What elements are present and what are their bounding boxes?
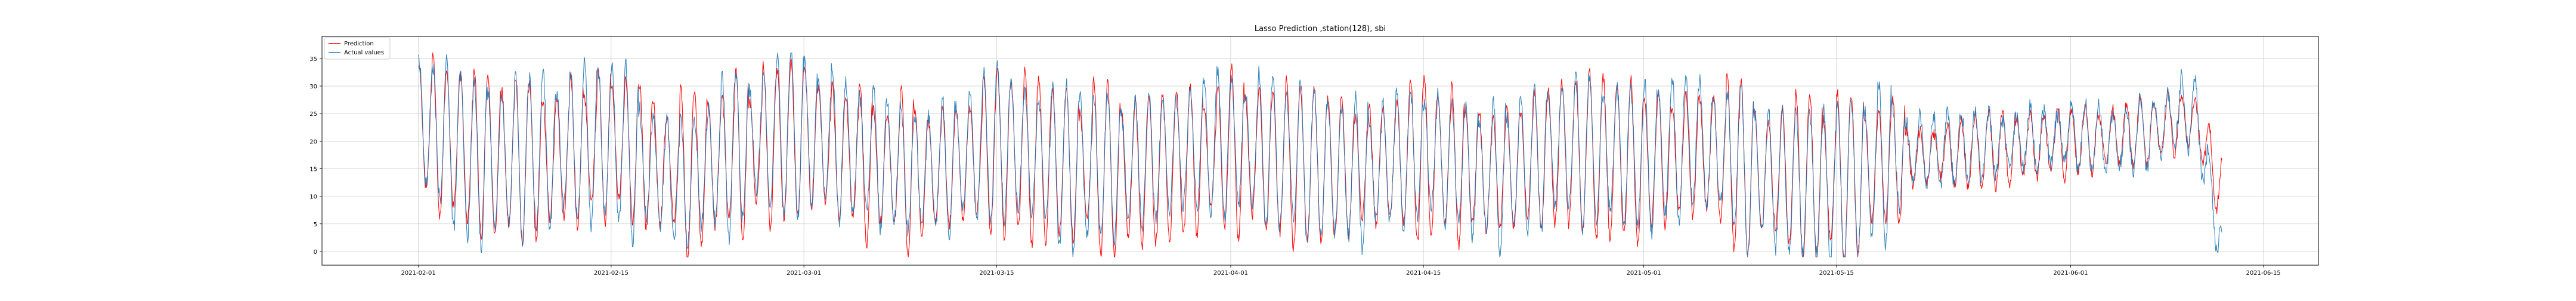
y-tick-label: 30 bbox=[309, 84, 317, 90]
legend-label-prediction: Prediction bbox=[344, 41, 374, 47]
plot-frame bbox=[321, 36, 2319, 266]
x-tick-label: 2021-03-01 bbox=[787, 270, 821, 277]
y-tick-label: 5 bbox=[314, 222, 317, 228]
series-line-actual bbox=[418, 53, 2222, 257]
y-tick-label: 25 bbox=[309, 111, 317, 118]
y-tick-label: 20 bbox=[309, 139, 317, 145]
x-tick-label: 2021-06-01 bbox=[2053, 270, 2088, 277]
x-tick-label: 2021-05-01 bbox=[1627, 270, 1661, 277]
x-tick-label: 2021-04-01 bbox=[1213, 270, 1248, 277]
legend-box bbox=[324, 37, 391, 60]
x-axis: 2021-02-01 2021-02-15 2021-03-01 2021-03-15… bbox=[401, 265, 2281, 277]
x-tick-label: 2021-02-15 bbox=[594, 270, 628, 277]
y-tick-label: 15 bbox=[309, 166, 317, 173]
legend: Prediction Actual values bbox=[324, 37, 391, 60]
legend-label-actual: Actual values bbox=[344, 50, 384, 56]
x-tick-label: 2021-05-15 bbox=[1819, 270, 1854, 277]
y-axis: 0 5 10 15 20 25 30 35 bbox=[309, 56, 322, 256]
chart-title: Lasso Prediction ,station(128), sbi bbox=[1255, 24, 1386, 33]
x-tick-label: 2021-03-15 bbox=[979, 270, 1014, 277]
x-tick-label: 2021-02-01 bbox=[401, 270, 436, 277]
y-tick-label: 0 bbox=[314, 249, 317, 256]
y-tick-label: 35 bbox=[309, 56, 317, 63]
plot-series bbox=[418, 53, 2222, 257]
y-tick-label: 10 bbox=[309, 194, 317, 201]
x-tick-label: 2021-06-15 bbox=[2246, 270, 2281, 277]
x-tick-label: 2021-04-15 bbox=[1406, 270, 1441, 277]
